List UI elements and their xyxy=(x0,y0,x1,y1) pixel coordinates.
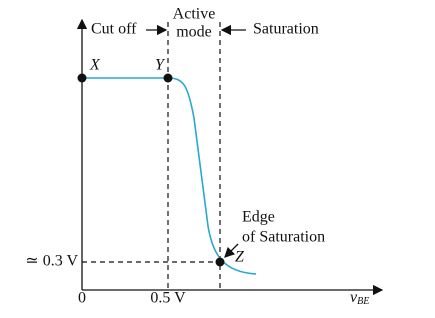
x-tick-label: 0 xyxy=(78,290,86,307)
point xyxy=(215,257,225,267)
region-label: Saturation xyxy=(253,21,319,38)
point-label: Y xyxy=(155,57,166,74)
x-label-sub: BE xyxy=(357,296,369,307)
region-label: mode xyxy=(176,24,212,41)
x-label-main: v xyxy=(350,289,358,306)
point xyxy=(77,73,87,83)
x-label: vBE xyxy=(350,289,369,308)
annotation: Edge xyxy=(242,209,275,226)
transfer-curve xyxy=(82,77,257,275)
annotation: of Saturation xyxy=(242,229,325,246)
x-tick-label: 0.5 V xyxy=(150,290,186,307)
arrow xyxy=(224,243,239,258)
point xyxy=(163,73,173,83)
region-label: Cut off xyxy=(91,21,137,38)
y-label: ≃ 0.3 V xyxy=(25,253,78,270)
point-label: X xyxy=(89,57,101,74)
region-label: Active xyxy=(173,6,216,23)
point-label: Z xyxy=(235,249,245,266)
